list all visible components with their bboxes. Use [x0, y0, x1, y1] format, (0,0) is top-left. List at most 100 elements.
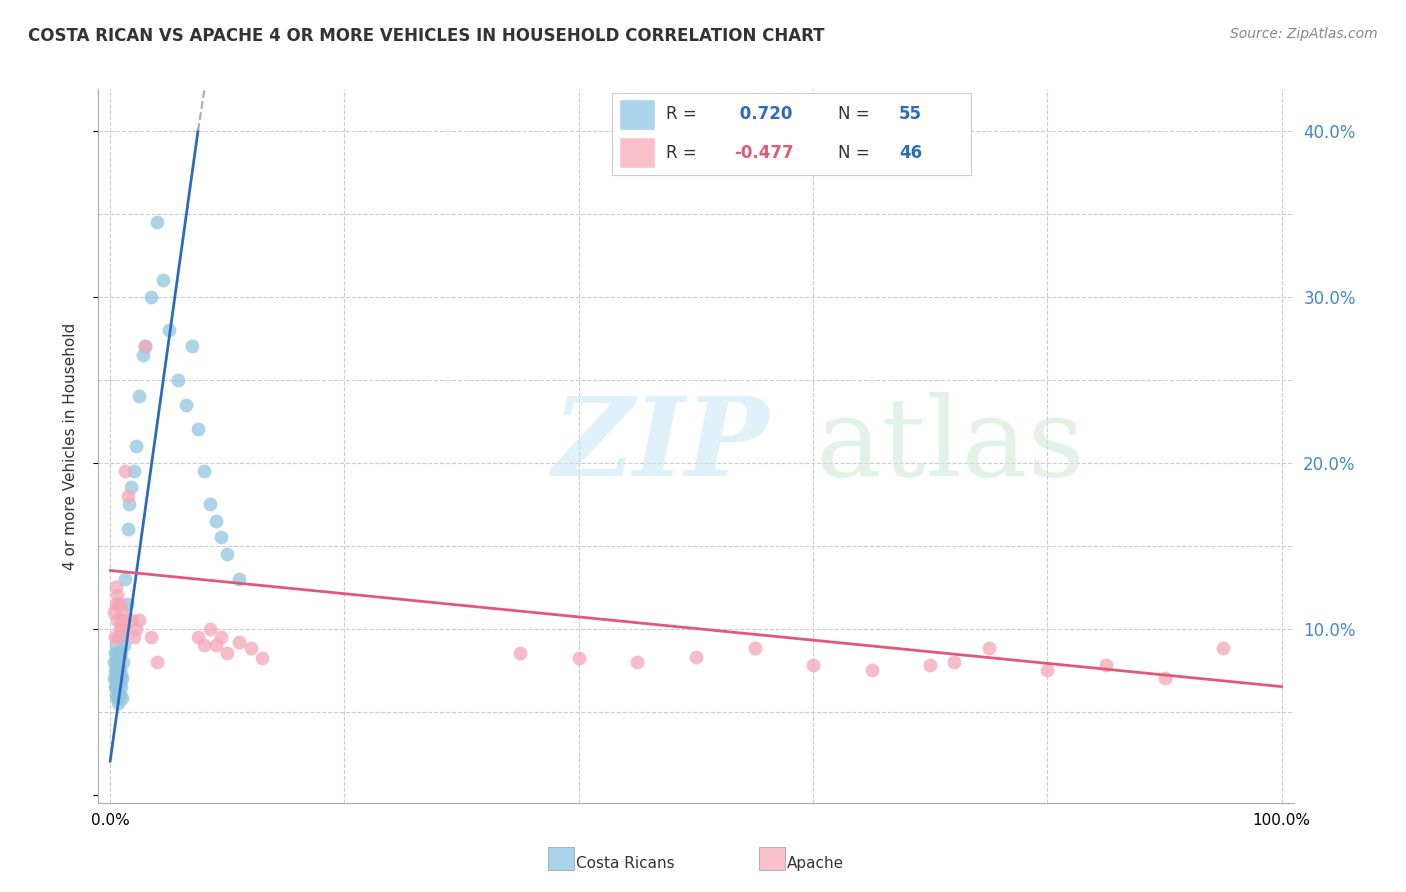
- Point: [193, 464, 215, 478]
- Point: [509, 647, 531, 661]
- Point: [107, 630, 129, 644]
- Point: [568, 651, 591, 665]
- Point: [217, 647, 239, 661]
- Point: [105, 597, 128, 611]
- Point: [167, 373, 190, 387]
- Point: [128, 613, 150, 627]
- Point: [105, 655, 128, 669]
- Point: [211, 530, 233, 544]
- Point: [104, 630, 127, 644]
- Point: [111, 622, 134, 636]
- Point: [134, 339, 156, 353]
- Point: [104, 680, 127, 694]
- Point: [860, 663, 883, 677]
- Point: [157, 323, 180, 337]
- Point: [801, 658, 824, 673]
- Point: [107, 688, 129, 702]
- Point: [110, 680, 132, 694]
- Point: [105, 638, 128, 652]
- Point: [105, 671, 128, 685]
- Point: [920, 658, 942, 673]
- Point: [1212, 641, 1234, 656]
- Y-axis label: 4 or more Vehicles in Household: 4 or more Vehicles in Household: [63, 322, 77, 570]
- Point: [193, 638, 215, 652]
- Text: Source: ZipAtlas.com: Source: ZipAtlas.com: [1230, 27, 1378, 41]
- Point: [103, 655, 125, 669]
- Point: [626, 655, 648, 669]
- Point: [107, 696, 129, 710]
- Point: [942, 655, 965, 669]
- Point: [744, 641, 766, 656]
- Point: [107, 651, 129, 665]
- Point: [105, 580, 128, 594]
- Point: [181, 339, 204, 353]
- Point: [107, 674, 129, 689]
- Point: [105, 613, 128, 627]
- Point: [146, 215, 169, 229]
- Point: [228, 572, 250, 586]
- Point: [152, 273, 174, 287]
- Point: [103, 605, 125, 619]
- Point: [977, 641, 1000, 656]
- Point: [122, 464, 145, 478]
- Point: [252, 651, 274, 665]
- Point: [122, 630, 145, 644]
- Point: [146, 655, 169, 669]
- Point: [141, 290, 163, 304]
- Text: atlas: atlas: [815, 392, 1085, 500]
- Point: [104, 663, 127, 677]
- Point: [114, 464, 136, 478]
- Point: [117, 522, 139, 536]
- Text: ZIP: ZIP: [553, 392, 769, 500]
- Point: [211, 630, 233, 644]
- Point: [105, 688, 128, 702]
- Point: [204, 514, 226, 528]
- Point: [105, 647, 128, 661]
- Point: [114, 572, 136, 586]
- Point: [108, 674, 131, 689]
- Text: COSTA RICAN VS APACHE 4 OR MORE VEHICLES IN HOUSEHOLD CORRELATION CHART: COSTA RICAN VS APACHE 4 OR MORE VEHICLES…: [28, 27, 825, 45]
- Point: [108, 663, 131, 677]
- Point: [105, 588, 128, 602]
- Point: [174, 397, 197, 411]
- Point: [685, 649, 707, 664]
- Text: Apache: Apache: [787, 856, 845, 871]
- Point: [128, 389, 150, 403]
- Point: [105, 680, 128, 694]
- Point: [1036, 663, 1059, 677]
- Point: [105, 663, 128, 677]
- Point: [110, 668, 132, 682]
- Point: [187, 630, 209, 644]
- Point: [103, 671, 125, 685]
- Point: [204, 638, 226, 652]
- Point: [1095, 658, 1118, 673]
- Point: [105, 680, 128, 694]
- Point: [141, 630, 163, 644]
- Point: [125, 622, 148, 636]
- Point: [108, 688, 131, 702]
- Point: [105, 691, 128, 706]
- Point: [198, 497, 221, 511]
- Point: [1153, 671, 1175, 685]
- Point: [110, 647, 132, 661]
- Point: [112, 655, 135, 669]
- Point: [134, 339, 156, 353]
- Point: [217, 547, 239, 561]
- Text: Costa Ricans: Costa Ricans: [576, 856, 675, 871]
- Point: [198, 622, 221, 636]
- Point: [108, 622, 131, 636]
- Point: [104, 647, 127, 661]
- Point: [110, 613, 132, 627]
- Point: [239, 641, 262, 656]
- Point: [228, 635, 250, 649]
- Point: [118, 497, 141, 511]
- Point: [107, 597, 129, 611]
- Point: [120, 613, 142, 627]
- Point: [125, 439, 148, 453]
- Point: [120, 481, 142, 495]
- Point: [112, 638, 135, 652]
- Point: [117, 489, 139, 503]
- Point: [108, 597, 131, 611]
- Point: [187, 422, 209, 436]
- Point: [111, 671, 134, 685]
